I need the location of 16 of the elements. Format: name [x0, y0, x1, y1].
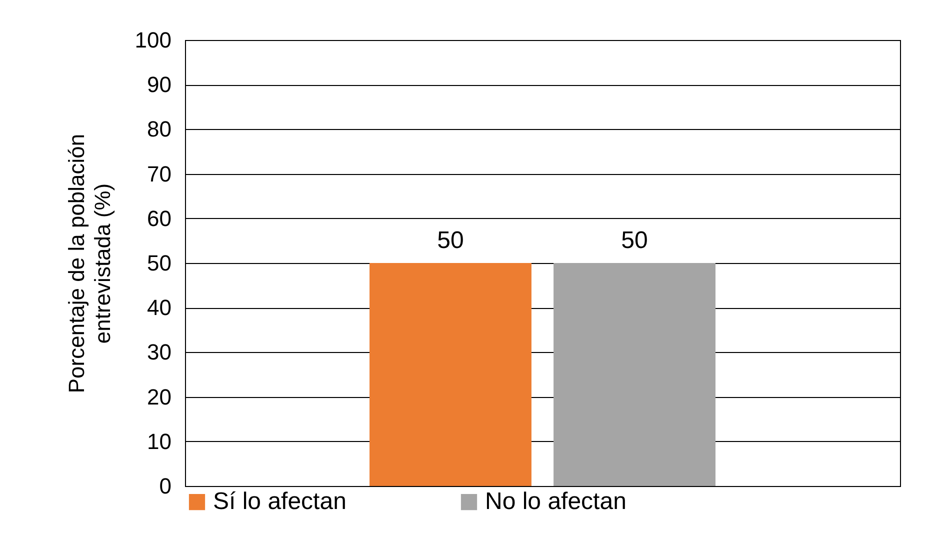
y-tick-label: 30 — [147, 340, 172, 365]
y-tick-label: 100 — [134, 28, 172, 52]
y-tick-label: 60 — [147, 206, 172, 231]
legend-label: Sí lo afectan — [213, 488, 346, 515]
y-tick-label: 70 — [147, 161, 172, 186]
y-tick-label: 10 — [147, 428, 172, 454]
y-tick-label: 90 — [147, 72, 172, 98]
data-label: 50 — [621, 227, 648, 254]
legend-label: No lo afectan — [485, 488, 626, 515]
y-tick-label: 80 — [147, 116, 172, 142]
data-label: 50 — [437, 227, 464, 254]
y-tick-label: 20 — [147, 384, 172, 410]
y-axis-title: Porcentaje de la población entrevistada (%) — [64, 134, 115, 394]
y-tick-label: 0 — [159, 474, 172, 498]
y-tick-label: 40 — [147, 295, 172, 320]
y-tick-label: 50 — [147, 250, 172, 276]
